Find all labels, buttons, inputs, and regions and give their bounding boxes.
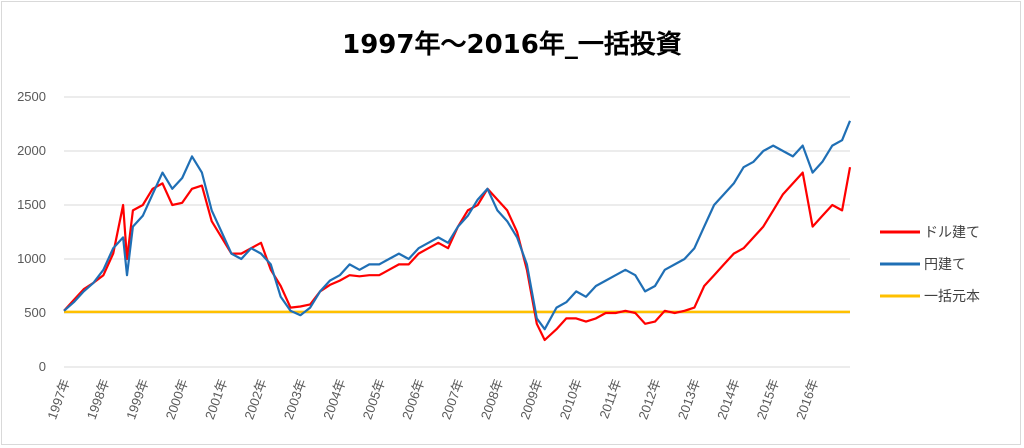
x-tick-label: 2009年: [517, 377, 545, 422]
x-tick-label: 2011年: [596, 377, 624, 421]
x-tick-label: 2002年: [241, 377, 269, 422]
x-tick-label: 2004年: [320, 377, 348, 422]
gridlines: [64, 96, 850, 368]
y-tick-label: 1500: [17, 197, 46, 212]
y-axis-ticks: 0 500 1000 1500 2000 2500: [17, 89, 46, 374]
x-axis-ticks: 1997年 1998年 1999年 2000年 2001年 2002年 2003年 2004年…: [44, 377, 821, 422]
legend-label: 一括元本: [924, 289, 980, 305]
legend-label: 円建て: [924, 257, 966, 273]
x-tick-label: 2003年: [281, 377, 309, 422]
x-tick-label: 2005年: [360, 377, 388, 422]
x-tick-label: 2001年: [202, 377, 230, 422]
x-tick-label: 2007年: [438, 377, 466, 422]
legend-label: ドル建て: [924, 225, 980, 241]
series-line-1: [63, 120, 852, 331]
x-tick-label: 2013年: [675, 377, 703, 422]
series-line-0: [63, 167, 852, 342]
y-tick-label: 2500: [17, 89, 46, 104]
x-tick-label: 2016年: [793, 377, 821, 422]
chart-title: 1997年～2016年_一括投資: [342, 29, 682, 60]
x-tick-label: 2014年: [714, 377, 742, 422]
x-tick-label: 2006年: [399, 377, 427, 422]
x-tick-label: 1999年: [123, 377, 151, 422]
x-tick-label: 2010年: [557, 377, 585, 422]
series-lines: [63, 120, 852, 342]
y-tick-label: 500: [24, 305, 46, 320]
x-tick-label: 1997年: [44, 377, 72, 422]
y-tick-label: 0: [39, 359, 46, 374]
x-tick-label: 1998年: [84, 377, 112, 422]
x-tick-label: 2008年: [478, 377, 506, 422]
x-tick-label: 2000年: [163, 377, 191, 422]
y-tick-label: 1000: [17, 251, 46, 266]
x-tick-label: 2015年: [754, 377, 782, 422]
x-tick-label: 2012年: [635, 377, 663, 422]
y-tick-label: 2000: [17, 143, 46, 158]
